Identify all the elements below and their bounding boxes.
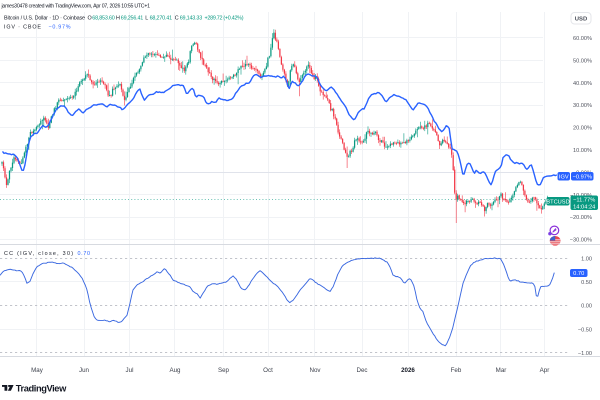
svg-text:USD: USD [575,17,587,23]
svg-text:0.00: 0.00 [581,304,592,310]
svg-text:2026: 2026 [401,367,415,374]
svg-text:−20.00%: −20.00% [570,215,592,221]
svg-text:40.00%: 40.00% [573,81,592,87]
svg-text:Jul: Jul [126,367,134,374]
svg-text:CC (IGV, close, 30): CC (IGV, close, 30) [4,251,73,257]
svg-text:Oct: Oct [263,367,273,374]
svg-text:TradingView: TradingView [16,383,67,393]
svg-text:O: O [88,16,92,22]
svg-text:Aug: Aug [169,367,181,374]
svg-text:IGV · CBOE: IGV · CBOE [4,24,41,30]
svg-text:+289.72 (+0.42%): +289.72 (+0.42%) [205,16,244,22]
svg-text:14:04:24: 14:04:24 [573,204,595,210]
svg-text:Nov: Nov [309,367,321,374]
svg-text:IGV: IGV [559,174,569,180]
svg-text:May: May [31,367,44,374]
svg-text:10.00%: 10.00% [573,148,592,154]
svg-text:Jun: Jun [79,367,90,374]
svg-text:68,270.41: 68,270.41 [150,16,173,22]
svg-text:20.00%: 20.00% [573,126,592,132]
svg-text:0.70: 0.70 [573,271,584,277]
svg-text:−1.00: −1.00 [578,351,592,357]
svg-text:Dec: Dec [356,367,367,374]
svg-text:BTCUSD: BTCUSD [546,199,569,205]
svg-text:30.00%: 30.00% [573,103,592,109]
svg-text:−30.00%: −30.00% [570,238,592,244]
svg-text:Mar: Mar [496,367,507,374]
svg-text:Sep: Sep [218,367,230,374]
svg-text:60.00%: 60.00% [573,36,592,42]
svg-text:0.50: 0.50 [581,280,592,286]
svg-text:68,853.60: 68,853.60 [92,16,115,22]
svg-text:C: C [175,16,179,22]
svg-text:Bitcoin / U.S. Dollar · 1D · C: Bitcoin / U.S. Dollar · 1D · Coinbase [4,16,85,22]
svg-text:69,256.41: 69,256.41 [121,16,144,22]
svg-text:1.00: 1.00 [581,256,592,262]
svg-text:0.70: 0.70 [78,251,91,257]
svg-text:Feb: Feb [451,367,462,374]
svg-text:−0.50: −0.50 [578,327,592,333]
svg-text:L: L [145,16,148,22]
svg-text:−11.77%: −11.77% [573,198,595,204]
svg-text:Apr: Apr [540,367,550,374]
svg-text:james30478 created with Tradin: james30478 created with TradingView.com,… [1,4,151,10]
svg-text:50.00%: 50.00% [573,58,592,64]
svg-text:−0.97%: −0.97% [49,24,71,30]
svg-text:69,143.33: 69,143.33 [180,16,203,22]
svg-text:H: H [116,16,120,22]
svg-text:−0.97%: −0.97% [573,174,592,180]
